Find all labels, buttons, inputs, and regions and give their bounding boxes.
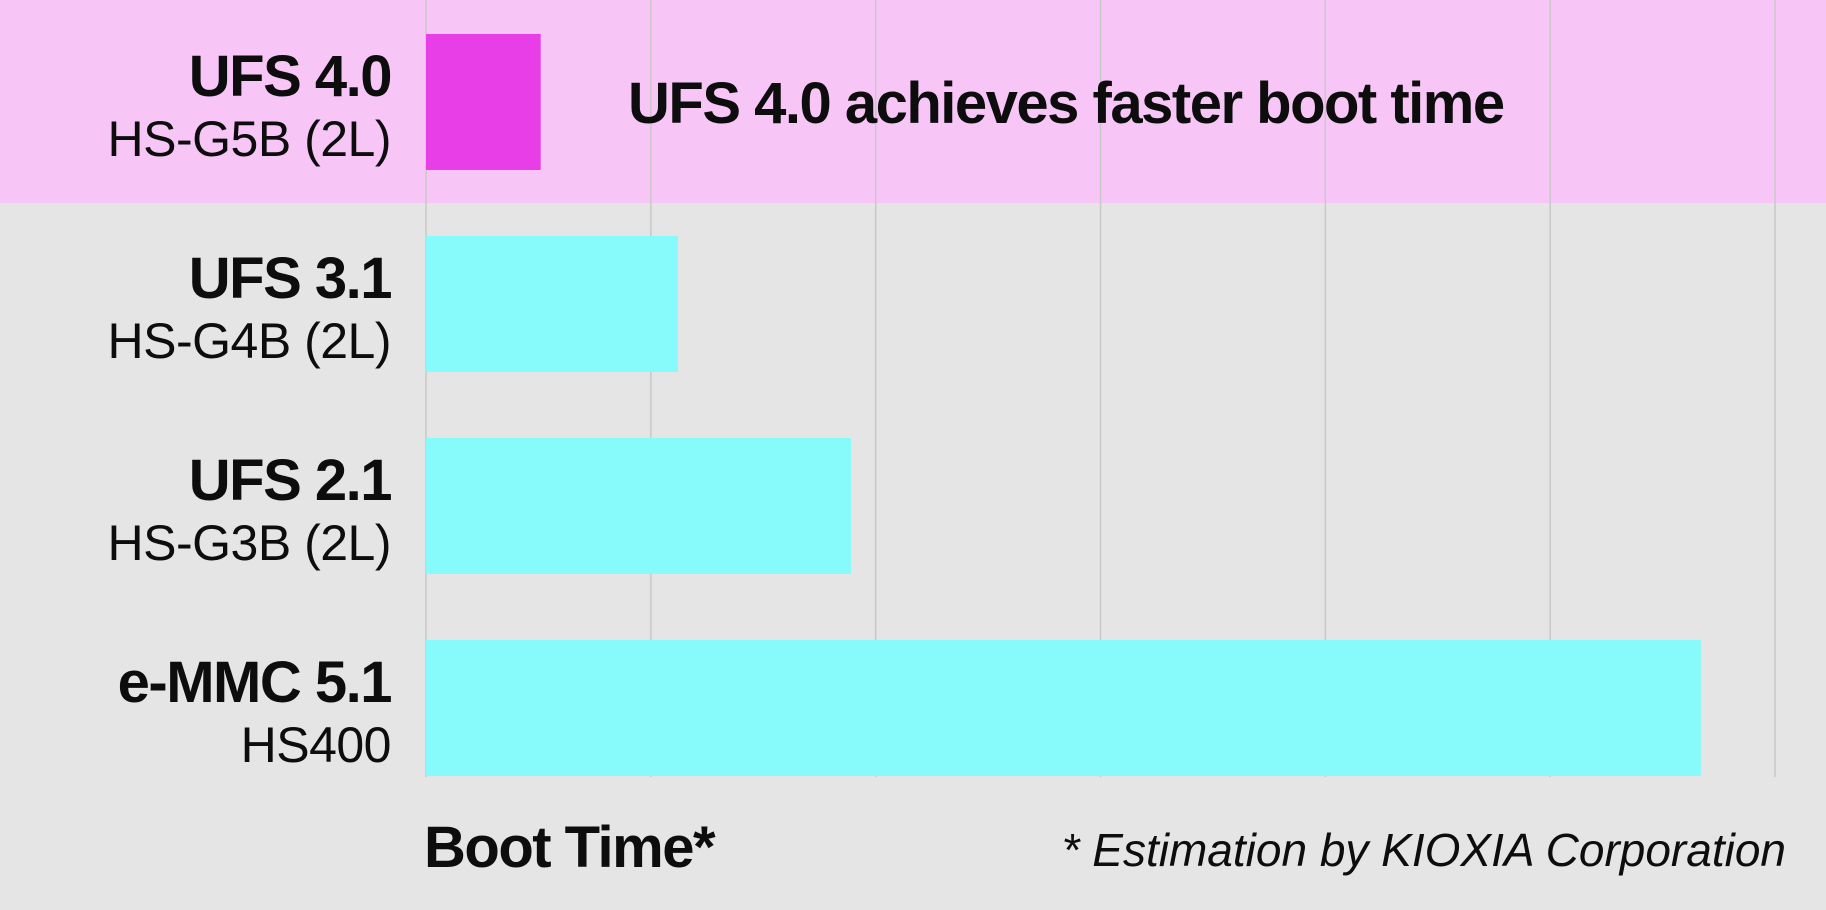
category-name: UFS 3.1 [188,246,393,311]
footnote: * Estimation by KIOXIA Corporation [1061,824,1786,876]
highlight-band [0,0,1826,203]
annotation: UFS 4.0 achieves faster boot time [628,71,1505,136]
bar-ufs-2-1 [426,438,851,574]
category-sub: HS-G4B (2L) [107,313,392,369]
category-label-0: UFS 4.0 HS-G5B (2L) [107,44,393,168]
category-name: UFS 2.1 [188,448,393,513]
x-axis-label: Boot Time* [424,815,716,880]
category-sub: HS-G3B (2L) [107,515,392,571]
category-sub: HS400 [240,717,392,773]
bar-e-mmc-5-1 [426,640,1701,776]
category-name: e-MMC 5.1 [117,650,393,715]
category-label-3: e-MMC 5.1 HS400 [117,650,393,774]
category-label-2: UFS 2.1 HS-G3B (2L) [107,448,393,572]
bars [426,34,1701,776]
category-label-1: UFS 3.1 HS-G4B (2L) [107,246,393,370]
bar-ufs-3-1 [426,236,678,372]
category-sub: HS-G5B (2L) [107,111,392,167]
bar-ufs-4-0 [426,34,541,170]
category-name: UFS 4.0 [188,44,393,109]
